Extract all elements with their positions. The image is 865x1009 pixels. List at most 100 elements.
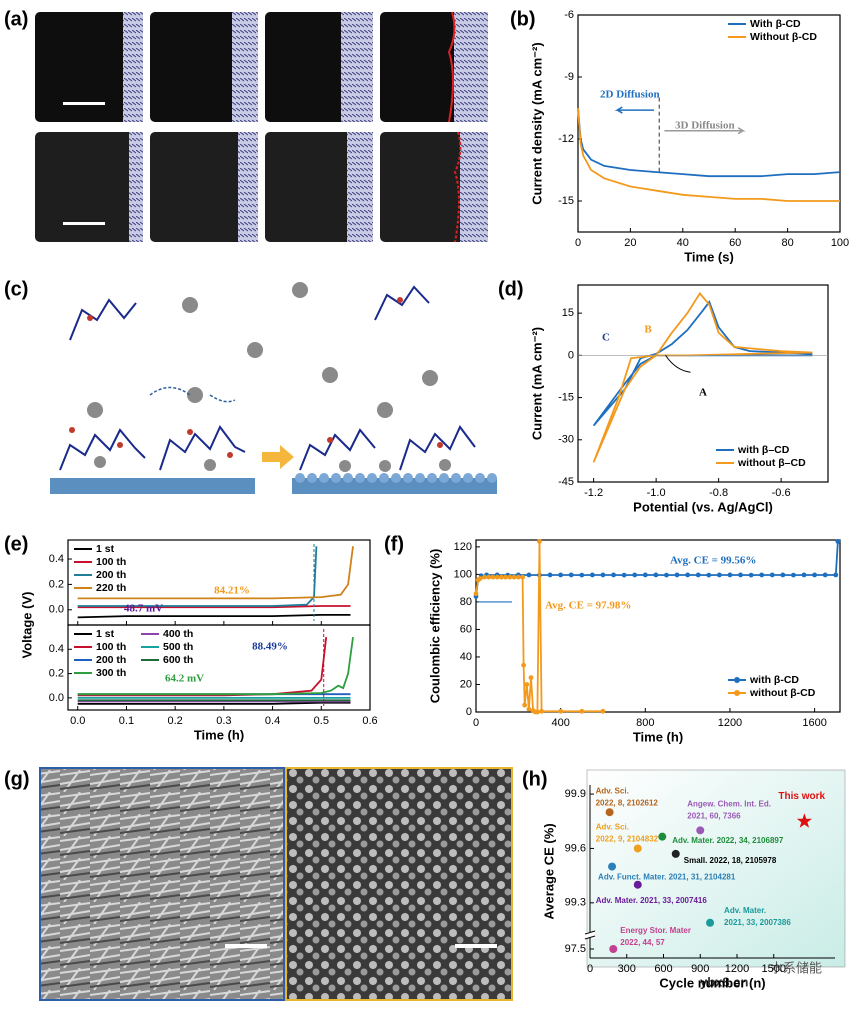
data-point — [658, 832, 667, 841]
x-tick-label: 60 — [729, 237, 741, 249]
x-axis-label: Cycle number (n) — [659, 975, 765, 990]
x-axis-label: Time (h) — [633, 729, 683, 744]
data-point — [524, 682, 530, 687]
y-tick-label: 100 — [454, 568, 472, 580]
micrograph — [35, 132, 143, 242]
x-tick-label: 600 — [654, 963, 672, 975]
data-point — [780, 572, 786, 578]
data-point — [706, 572, 712, 578]
data-point — [482, 574, 487, 580]
panel-c-schematic — [50, 282, 497, 494]
annotation: 84.21% — [214, 585, 250, 597]
data-point — [633, 880, 642, 889]
boundary — [453, 131, 462, 243]
annotation: 88.49% — [252, 641, 288, 653]
point-label: 2022, 9, 2104832 — [596, 835, 659, 844]
data-point — [769, 572, 775, 578]
legend-marker — [734, 690, 740, 696]
series-line — [77, 546, 354, 600]
x-tick-label: 1200 — [718, 717, 742, 729]
x-tick-label: 100 — [831, 237, 849, 249]
legend-label: 1 st — [96, 543, 115, 555]
series-line — [475, 541, 839, 597]
panel-label: (b) — [510, 8, 536, 30]
data-point — [568, 572, 574, 578]
y-tick-label: 0.2 — [49, 578, 64, 590]
annotation: C — [602, 332, 610, 344]
y-tick-label: -6 — [564, 9, 574, 21]
x-tick-label: 0 — [575, 237, 581, 249]
y-tick-label: 99.6 — [565, 842, 586, 854]
data-point — [674, 572, 680, 578]
y-axis-label: Current (mA cm⁻²) — [529, 327, 544, 440]
y-tick-label: 40 — [460, 651, 472, 663]
scale-bar — [63, 222, 105, 225]
y-tick-label: -12 — [558, 133, 574, 145]
data-point — [611, 572, 616, 578]
panel-h-background — [586, 769, 846, 968]
electrode-edge — [347, 132, 373, 242]
panel-label: (d) — [498, 278, 524, 300]
y-tick-label: 60 — [460, 623, 472, 635]
legend-label: with β–CD — [737, 444, 790, 456]
series-line — [577, 107, 841, 178]
micrograph — [150, 12, 258, 122]
data-point — [822, 572, 828, 578]
annotation: 64.2 mV — [165, 673, 204, 685]
legend-label: 600 th — [163, 654, 193, 666]
data-point — [609, 945, 618, 953]
point-label: 2022, 8, 2102612 — [596, 798, 659, 807]
data-point — [473, 591, 479, 597]
series-line — [475, 541, 603, 713]
x-tick-label: 900 — [691, 963, 709, 975]
point-label: 2021, 33, 2007386 — [724, 918, 791, 927]
plot-frame — [475, 539, 841, 713]
y-axis-label: Voltage (V) — [19, 592, 34, 659]
y-axis-label: Average CE (%) — [541, 823, 556, 919]
y-tick-label: 0.0 — [49, 604, 64, 616]
data-point — [537, 538, 542, 544]
legend-label: 200 th — [96, 654, 126, 666]
point-label: Adv. Mater. 2021, 33, 2007416 — [596, 896, 708, 905]
data-point — [511, 574, 517, 580]
electrode-edge — [232, 12, 258, 122]
x-tick-label: 40 — [677, 237, 689, 249]
axis-break — [585, 932, 595, 938]
y-axis-label: Coulombic efficiency (%) — [427, 549, 442, 704]
data-point — [791, 572, 796, 578]
arrow — [614, 106, 654, 114]
y-tick-label: 0 — [466, 706, 472, 718]
legend-label: 1 st — [96, 628, 115, 640]
y-tick-label: 80 — [460, 596, 472, 608]
y-tick-label: 20 — [460, 678, 472, 690]
point-label: Adv. Sci. — [596, 786, 629, 795]
data-point — [522, 702, 528, 708]
data-point-star — [796, 813, 812, 828]
data-point — [521, 662, 527, 668]
micrograph — [150, 132, 258, 242]
x-tick-label: 0.4 — [265, 715, 280, 727]
legend-label: 300 th — [96, 667, 126, 679]
data-point — [520, 574, 525, 580]
y-tick-label: 97.5 — [565, 943, 586, 955]
series-line — [77, 636, 354, 696]
x-tick-label: -1.0 — [647, 487, 666, 499]
panel-label: (g) — [4, 768, 30, 790]
point-label: This work — [778, 791, 825, 802]
panel-a-images — [35, 11, 488, 243]
panel-label: (f) — [384, 533, 404, 555]
data-point — [579, 708, 585, 714]
x-tick-label: 0.1 — [119, 715, 134, 727]
x-tick-label: 1500 — [762, 963, 786, 975]
legend-label: 400 th — [163, 628, 193, 640]
panel-label: (c) — [4, 278, 28, 300]
panel-label: (h) — [522, 768, 548, 790]
annotation: Avg. CE = 99.56% — [670, 555, 756, 567]
annotation: 2D Diffusion — [600, 89, 660, 101]
plot-frame — [577, 284, 829, 483]
x-tick-label: 0 — [473, 717, 479, 729]
legend-label: 200 th — [96, 569, 126, 581]
data-point — [759, 572, 765, 578]
legend-label: With β-CD — [750, 18, 801, 30]
